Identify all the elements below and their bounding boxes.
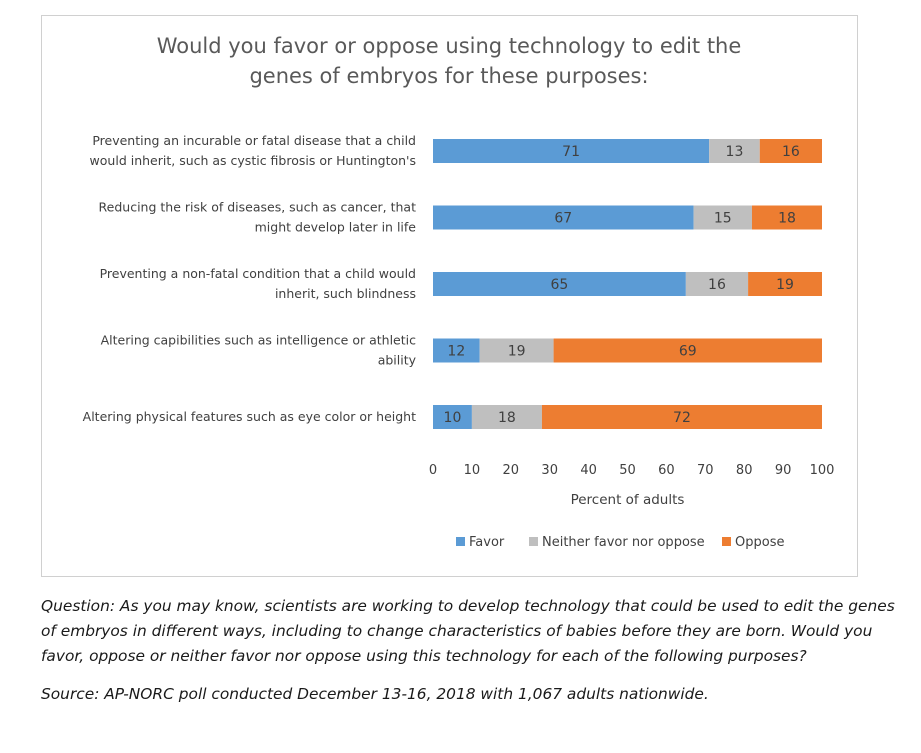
bar-segment-favor xyxy=(433,272,686,296)
data-label: 10 xyxy=(444,410,462,426)
bar-segment-oppose xyxy=(759,139,822,163)
x-tick-label: 20 xyxy=(503,463,520,478)
bar-segment-favor xyxy=(433,205,694,230)
bar-segment-neither-favor-nor-oppose xyxy=(471,405,542,429)
data-label: 65 xyxy=(551,277,569,293)
bar-segment-oppose xyxy=(553,338,822,363)
x-axis-title: Percent of adults xyxy=(571,492,685,508)
bar-segment-neither-favor-nor-oppose xyxy=(479,338,554,363)
category-label: inherit, such blindness xyxy=(275,286,416,301)
data-label: 12 xyxy=(447,344,465,360)
data-label: 16 xyxy=(782,144,800,160)
x-tick-label: 0 xyxy=(429,463,437,478)
data-label: 72 xyxy=(673,410,691,426)
data-label: 13 xyxy=(726,144,744,160)
chart-title-line: genes of embryos for these purposes: xyxy=(249,64,648,88)
x-tick-label: 40 xyxy=(580,463,597,478)
bar-segment-neither-favor-nor-oppose xyxy=(709,139,760,163)
category-label: might develop later in life xyxy=(255,220,417,235)
category-label: Preventing an incurable or fatal disease… xyxy=(92,133,416,148)
bar-segment-oppose xyxy=(751,205,822,230)
bar-segment-oppose xyxy=(748,272,822,296)
chart-notes: Question: As you may know, scientists ar… xyxy=(41,594,913,707)
x-tick-label: 70 xyxy=(697,463,714,478)
legend-label: Neither favor nor oppose xyxy=(542,535,705,550)
chart-title-line: Would you favor or oppose using technolo… xyxy=(157,34,742,58)
x-tick-label: 60 xyxy=(658,463,675,478)
category-label: Preventing a non-fatal condition that a … xyxy=(100,266,416,281)
legend-swatch xyxy=(722,537,731,546)
x-tick-label: 50 xyxy=(619,463,636,478)
category-label: Altering capibilities such as intelligen… xyxy=(101,333,417,348)
x-tick-label: 30 xyxy=(541,463,558,478)
bar-segment-oppose xyxy=(541,405,822,429)
legend-label: Favor xyxy=(469,535,505,550)
chart-frame: Would you favor or oppose using technolo… xyxy=(41,15,858,577)
x-tick-label: 80 xyxy=(736,463,753,478)
category-label: would inherit, such as cystic fibrosis o… xyxy=(90,153,416,168)
data-label: 15 xyxy=(714,211,732,227)
category-label: Reducing the risk of diseases, such as c… xyxy=(99,200,417,215)
legend-label: Oppose xyxy=(735,535,784,550)
data-label: 71 xyxy=(562,144,580,160)
bar-segment-favor xyxy=(433,405,472,429)
x-tick-label: 10 xyxy=(464,463,481,478)
data-label: 67 xyxy=(554,211,572,227)
category-label: Altering physical features such as eye c… xyxy=(83,409,416,424)
question-text: Question: As you may know, scientists ar… xyxy=(41,597,895,665)
stacked-bar-chart: Would you favor or oppose using technolo… xyxy=(83,34,835,550)
data-label: 19 xyxy=(776,277,794,293)
data-label: 18 xyxy=(778,211,796,227)
source-text: Source: AP-NORC poll conducted December … xyxy=(41,685,709,703)
data-label: 18 xyxy=(498,410,516,426)
bar-segment-favor xyxy=(433,139,710,163)
category-label: ability xyxy=(378,353,417,368)
legend-swatch xyxy=(529,537,538,546)
bar-segment-favor xyxy=(433,338,480,363)
x-tick-label: 100 xyxy=(810,463,835,478)
data-label: 19 xyxy=(508,344,526,360)
data-label: 16 xyxy=(708,277,726,293)
x-tick-label: 90 xyxy=(775,463,792,478)
bar-segment-neither-favor-nor-oppose xyxy=(693,205,752,230)
bar-segment-neither-favor-nor-oppose xyxy=(685,272,749,296)
legend-swatch xyxy=(456,537,465,546)
data-label: 69 xyxy=(679,344,697,360)
